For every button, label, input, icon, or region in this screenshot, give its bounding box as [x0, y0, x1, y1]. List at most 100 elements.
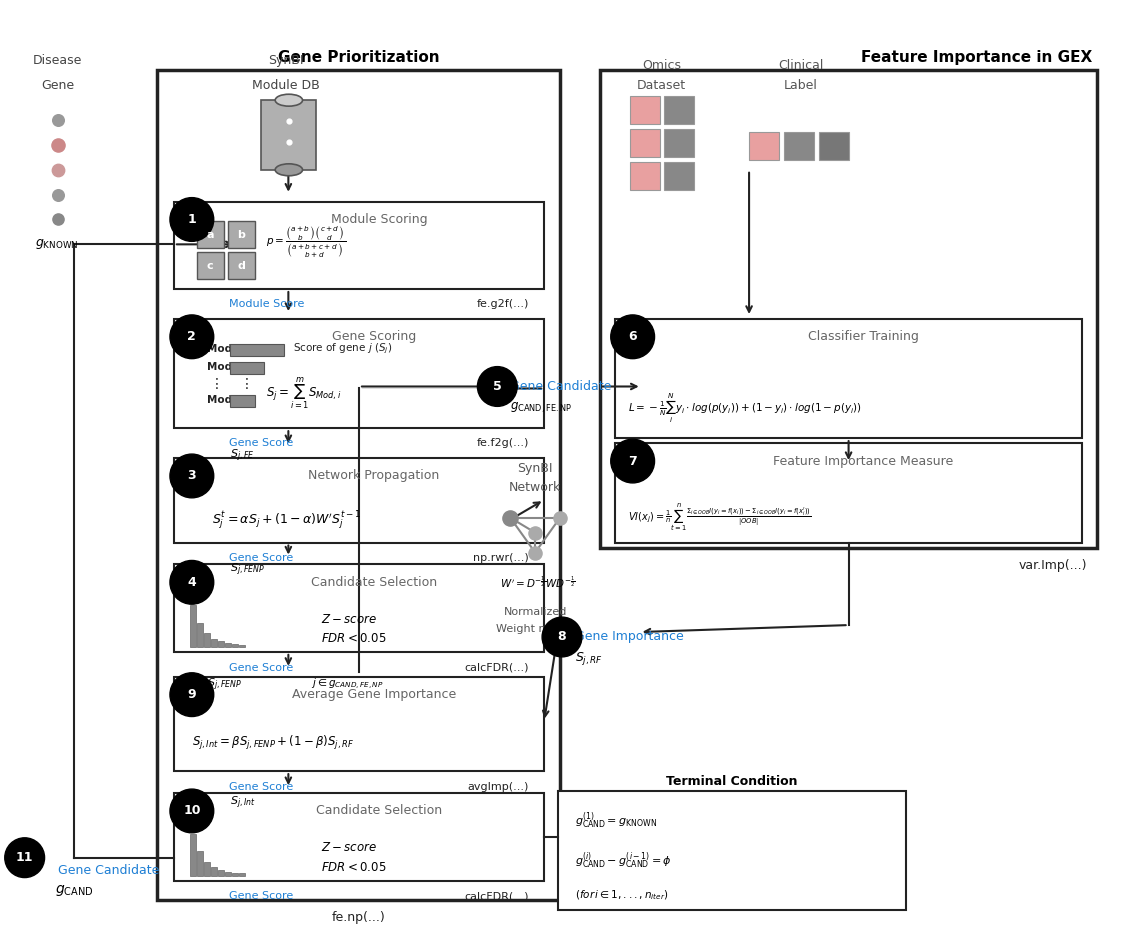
Text: $W' = D^{-\frac{1}{2}}WD^{-\frac{1}{2}}$: $W' = D^{-\frac{1}{2}}WD^{-\frac{1}{2}}$	[500, 574, 577, 590]
Bar	[749, 132, 779, 159]
Text: Average Gene Importance: Average Gene Importance	[292, 688, 456, 702]
Text: Gene Candidate: Gene Candidate	[510, 380, 611, 393]
Text: Gene Score: Gene Score	[229, 663, 293, 673]
Bar	[173, 202, 544, 289]
Text: fe.f2g(...): fe.f2g(...)	[476, 438, 529, 448]
Text: $S_{j,FE}$: $S_{j,FE}$	[230, 447, 254, 464]
Bar	[230, 362, 265, 373]
Point	[526, 545, 544, 560]
Bar	[204, 633, 211, 647]
Point	[48, 187, 66, 202]
Text: Classifier Training: Classifier Training	[808, 330, 919, 343]
Text: Gene Importance: Gene Importance	[575, 630, 683, 643]
Text: 6: 6	[628, 330, 637, 343]
Text: 3: 3	[188, 469, 196, 482]
Bar	[197, 252, 224, 280]
Bar	[197, 851, 204, 875]
Text: $Z - score$: $Z - score$	[321, 613, 377, 626]
Text: fe.g2f(...): fe.g2f(...)	[476, 299, 529, 309]
Text: Clinical: Clinical	[778, 59, 823, 72]
Circle shape	[610, 315, 654, 358]
Text: 4: 4	[187, 576, 196, 589]
Text: 9: 9	[188, 688, 196, 702]
Text: c: c	[207, 261, 214, 271]
Text: Gene Score: Gene Score	[229, 891, 293, 901]
Bar	[197, 623, 204, 647]
Text: 5: 5	[493, 380, 502, 393]
Text: Gene Scoring: Gene Scoring	[332, 330, 417, 343]
Point	[48, 138, 66, 153]
Text: Mod 2: Mod 2	[207, 362, 243, 371]
Text: Mod m: Mod m	[207, 396, 247, 405]
Circle shape	[170, 454, 214, 498]
Ellipse shape	[275, 94, 303, 106]
Text: Normalized: Normalized	[503, 607, 566, 617]
Text: SynBI: SynBI	[269, 53, 304, 67]
Bar	[239, 644, 245, 647]
Circle shape	[170, 673, 214, 717]
Bar	[227, 252, 254, 280]
Text: $L = -\frac{1}{N}\sum_{i}^{N} y_i \cdot log(p(y_i)) + (1-y_i) \cdot log(1-p(y_i): $L = -\frac{1}{N}\sum_{i}^{N} y_i \cdot …	[627, 392, 861, 425]
Text: Gene Prioritization: Gene Prioritization	[278, 51, 439, 66]
Circle shape	[170, 561, 214, 604]
Text: Feature Importance in GEX: Feature Importance in GEX	[861, 51, 1092, 66]
Bar	[629, 129, 660, 157]
Bar	[190, 834, 196, 875]
Text: np.rwr(...): np.rwr(...)	[473, 553, 529, 564]
Text: Mod 1: Mod 1	[207, 343, 243, 354]
Bar	[230, 343, 285, 356]
Bar	[819, 132, 849, 159]
Point	[280, 134, 298, 149]
Text: $S_{j,RF}$: $S_{j,RF}$	[575, 650, 604, 667]
Text: $FDR < 0.05$: $FDR < 0.05$	[321, 861, 386, 874]
Text: $(for\, i \in 1,...,n_{iter})$: $(for\, i \in 1,...,n_{iter})$	[575, 888, 669, 902]
Bar	[173, 319, 544, 429]
Point	[48, 212, 66, 227]
Text: $VI(x_j)=\frac{1}{n}\sum_{t=1}^{n}\frac{\Sigma_{i\in OOB}I(y_i=f(x_i))-\Sigma_{i: $VI(x_j)=\frac{1}{n}\sum_{t=1}^{n}\frac{…	[627, 502, 811, 534]
Text: avgImp(...): avgImp(...)	[467, 782, 529, 792]
Text: fe.np(...): fe.np(...)	[332, 911, 386, 924]
Bar	[190, 605, 196, 647]
Point	[526, 525, 544, 540]
Text: 11: 11	[16, 851, 34, 864]
Text: Gene Score: Gene Score	[229, 782, 293, 792]
Text: Network: Network	[509, 481, 561, 494]
Text: Module Scoring: Module Scoring	[331, 213, 427, 226]
Text: $g_{\mathrm{CAND}}$: $g_{\mathrm{CAND}}$	[54, 883, 92, 898]
Bar	[558, 791, 906, 911]
Text: Module Score: Module Score	[229, 299, 304, 309]
Circle shape	[170, 315, 214, 358]
Text: b: b	[238, 230, 245, 240]
Circle shape	[542, 617, 582, 657]
Text: Candidate Selection: Candidate Selection	[311, 576, 437, 589]
Text: $S_{j,Int}$: $S_{j,Int}$	[230, 794, 256, 811]
Text: $j \in g_{CAND,FE,NP}$: $j \in g_{CAND,FE,NP}$	[311, 677, 384, 692]
Text: $S_{j,FENP}$: $S_{j,FENP}$	[230, 561, 265, 578]
Bar	[232, 644, 238, 647]
Text: calcFDR(...): calcFDR(...)	[465, 891, 529, 901]
Ellipse shape	[275, 164, 303, 175]
Bar	[197, 221, 224, 249]
Text: Gene: Gene	[41, 79, 74, 92]
Bar	[615, 319, 1082, 438]
Text: $FDR < 0.05$: $FDR < 0.05$	[321, 632, 386, 645]
Text: Weight matrix: Weight matrix	[495, 624, 574, 634]
Point	[48, 162, 66, 177]
Bar	[629, 97, 660, 124]
Text: 1: 1	[187, 213, 196, 226]
Text: Disease: Disease	[33, 53, 82, 67]
Bar	[217, 870, 224, 875]
Text: $S_{j,FENP}$: $S_{j,FENP}$	[207, 676, 242, 693]
Text: Gene Score: Gene Score	[229, 438, 293, 448]
Text: Module DB: Module DB	[252, 79, 320, 92]
Bar	[173, 793, 544, 881]
Bar	[217, 642, 224, 647]
Text: Dataset: Dataset	[637, 79, 686, 92]
Text: 10: 10	[184, 805, 200, 817]
Point	[551, 510, 569, 525]
Bar	[232, 872, 238, 875]
Bar	[173, 676, 544, 771]
Circle shape	[477, 367, 517, 406]
Text: Omics: Omics	[642, 59, 681, 72]
Bar	[615, 443, 1082, 542]
